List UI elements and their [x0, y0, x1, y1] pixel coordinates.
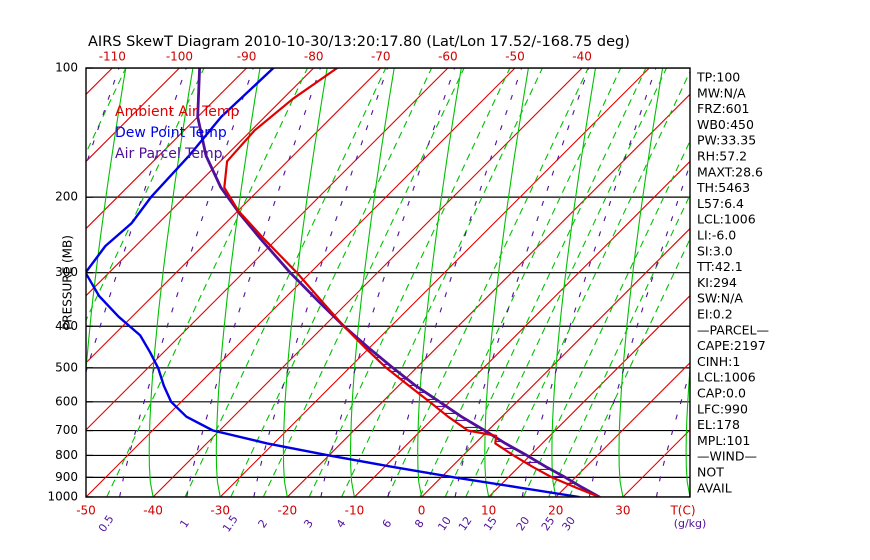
pressure-tick-900: 900 — [55, 470, 78, 484]
param-l57: L57:6.4 — [697, 196, 744, 211]
param-cinh: CINH:1 — [697, 354, 740, 369]
sounding-curves — [86, 68, 601, 497]
top-temp-tick--80: -80 — [304, 50, 324, 64]
param-mpl: MPL:101 — [697, 433, 750, 448]
pressure-tick-300: 300 — [55, 265, 78, 279]
param-sw: SW:N/A — [697, 291, 743, 306]
pressure-tick-200: 200 — [55, 190, 78, 204]
param-lcl: LCL:1006 — [697, 212, 756, 227]
top-temp-tick--90: -90 — [237, 50, 257, 64]
param-wb0: WB0:450 — [697, 117, 754, 132]
param-wind-not: NOT — [697, 465, 724, 480]
temperature-axis-title: T(C) — [669, 504, 695, 518]
param-wind-avail: AVAIL — [697, 480, 732, 495]
param-li: LI:-6.0 — [697, 228, 736, 243]
param-wind-header: —WIND— — [697, 449, 757, 464]
top-temp-tick--50: -50 — [505, 50, 525, 64]
param-mw: MW:N/A — [697, 85, 746, 100]
param-tp: TP:100 — [696, 70, 740, 85]
legend: Ambient Air Temp Dew Point Temp Air Parcel… — [115, 104, 240, 162]
bottom-temp-tick-10: 10 — [481, 504, 496, 518]
legend-air-parcel-temp: Air Parcel Temp — [115, 146, 223, 162]
mixing-ratio-tick-12: 12 — [456, 514, 475, 533]
mixing-ratio-tick-2: 2 — [256, 517, 271, 530]
air-parcel-temp-curve — [196, 68, 601, 497]
legend-dew-point-temp: Dew Point Temp — [115, 125, 227, 141]
pressure-tick-600: 600 — [55, 394, 78, 408]
parameter-panel: TP:100MW:N/AFRZ:601WB0:450PW:33.35RH:57.… — [696, 70, 769, 496]
param-ki: KI:294 — [697, 275, 737, 290]
pressure-tick-800: 800 — [55, 448, 78, 462]
plot-frame — [85, 67, 691, 498]
pressure-tick-100: 100 — [55, 61, 78, 75]
legend-ambient-air-temp: Ambient Air Temp — [115, 104, 240, 120]
param-tt: TT:42.1 — [696, 259, 743, 274]
param-el: EL:178 — [697, 417, 740, 432]
param-ei: EI:0.2 — [697, 307, 733, 322]
top-temp-tick--110: -110 — [99, 50, 126, 64]
top-temp-tick--60: -60 — [438, 50, 458, 64]
param-si: SI:3.0 — [697, 243, 733, 258]
top-temp-tick--100: -100 — [166, 50, 193, 64]
param-frz: FRZ:601 — [697, 101, 750, 116]
page-title: AIRS SkewT Diagram 2010-10-30/13:20:17.8… — [88, 34, 630, 50]
mixing-ratio-tick-4: 4 — [334, 517, 349, 530]
bottom-temp-tick-20: 20 — [548, 504, 563, 518]
mixing-ratio-tick-10: 10 — [435, 514, 454, 533]
pressure-axis-title: PRESSURE (MB) — [61, 235, 75, 330]
mixing-ratio-tick-20: 20 — [514, 514, 533, 533]
mixing-ratio-tick-6: 6 — [380, 517, 395, 530]
bottom-temp-tick--30: -30 — [210, 504, 230, 518]
bottom-temp-tick--50: -50 — [76, 504, 96, 518]
param-parcel-lcl: LCL:1006 — [697, 370, 756, 385]
bottom-temp-tick--20: -20 — [278, 504, 298, 518]
param-parcel-header: —PARCEL— — [697, 322, 769, 337]
top-temp-tick--40: -40 — [572, 50, 592, 64]
param-cape: CAPE:2197 — [697, 338, 766, 353]
param-th: TH:5463 — [696, 180, 750, 195]
pressure-tick-500: 500 — [55, 360, 78, 374]
bottom-temp-tick-0: 0 — [418, 504, 426, 518]
mixing-ratio-axis-title: (g/kg) — [674, 517, 707, 530]
param-pw: PW:33.35 — [697, 133, 756, 148]
mixing-ratio-tick-3: 3 — [301, 517, 316, 530]
param-cap: CAP:0.0 — [697, 386, 746, 401]
pressure-tick-700: 700 — [55, 423, 78, 437]
bottom-temp-tick--10: -10 — [345, 504, 365, 518]
param-lfc: LFC:990 — [697, 401, 748, 416]
param-rh: RH:57.2 — [697, 149, 747, 164]
bottom-temp-tick-30: 30 — [615, 504, 630, 518]
mixing-ratio-tick-1: 1 — [177, 517, 192, 530]
pressure-tick-1000: 1000 — [47, 490, 78, 504]
ambient-air-temp-curve — [223, 68, 601, 497]
dew-point-temp-curve — [86, 68, 581, 497]
axis-labels: 1002003004005006007008009001000PRESSURE … — [47, 50, 706, 535]
pressure-tick-400: 400 — [55, 319, 78, 333]
param-maxt: MAXT:28.6 — [697, 164, 763, 179]
mixing-ratio-tick-0.5: 0.5 — [96, 513, 117, 535]
top-temp-tick--70: -70 — [371, 50, 391, 64]
mixing-ratio-tick-8: 8 — [412, 517, 427, 530]
bottom-temp-tick--40: -40 — [143, 504, 163, 518]
